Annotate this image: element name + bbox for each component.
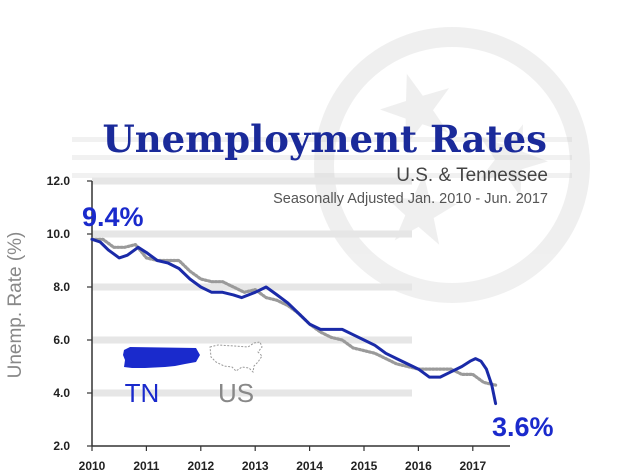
y-tick-label: 2.0 — [53, 439, 70, 453]
y-tick-label: 8.0 — [53, 280, 70, 294]
x-tick-label: 2016 — [405, 459, 432, 473]
x-tick-label: 2011 — [133, 459, 159, 473]
y-tick-label: 6.0 — [53, 333, 70, 347]
y-tick-label: 12.0 — [47, 174, 71, 188]
chart-title: Unemployment Rates — [102, 117, 547, 161]
tennessee-map-icon — [123, 347, 200, 368]
x-tick-label: 2010 — [79, 459, 106, 473]
x-tick-label: 2013 — [242, 459, 269, 473]
chart-subtitle: U.S. & Tennessee — [396, 165, 548, 186]
axes — [91, 181, 510, 447]
x-tick-labels: 2010 2011 2012 2013 2014 2015 2016 2017 — [79, 446, 486, 473]
usa-map-icon — [209, 341, 263, 374]
y-axis-label: Unemp. Rate (%) — [5, 232, 26, 379]
grid-lines — [92, 177, 412, 397]
start-value-callout: 9.4% — [82, 202, 144, 232]
legend: TN US — [123, 341, 263, 408]
series-lines — [90, 237, 498, 406]
end-value-callout: 3.6% — [492, 412, 554, 442]
legend-label-us: US — [218, 378, 254, 408]
x-tick-label: 2017 — [459, 459, 486, 473]
tristar-watermark-icon — [314, 27, 590, 303]
y-tick-labels: 2.0 4.0 6.0 8.0 10.0 12.0 — [47, 174, 92, 453]
legend-item-us: US — [209, 341, 263, 408]
background-stripes — [72, 137, 572, 178]
x-tick-label: 2015 — [351, 459, 378, 473]
chart-note: Seasonally Adjusted Jan. 2010 - Jun. 201… — [273, 191, 548, 207]
x-tick-label: 2014 — [296, 459, 323, 473]
y-tick-label: 4.0 — [53, 386, 70, 400]
legend-label-tn: TN — [125, 378, 160, 408]
legend-item-tn: TN — [123, 347, 200, 408]
y-tick-label: 10.0 — [47, 227, 71, 241]
x-tick-label: 2012 — [187, 459, 214, 473]
series-line-tn — [90, 237, 498, 406]
